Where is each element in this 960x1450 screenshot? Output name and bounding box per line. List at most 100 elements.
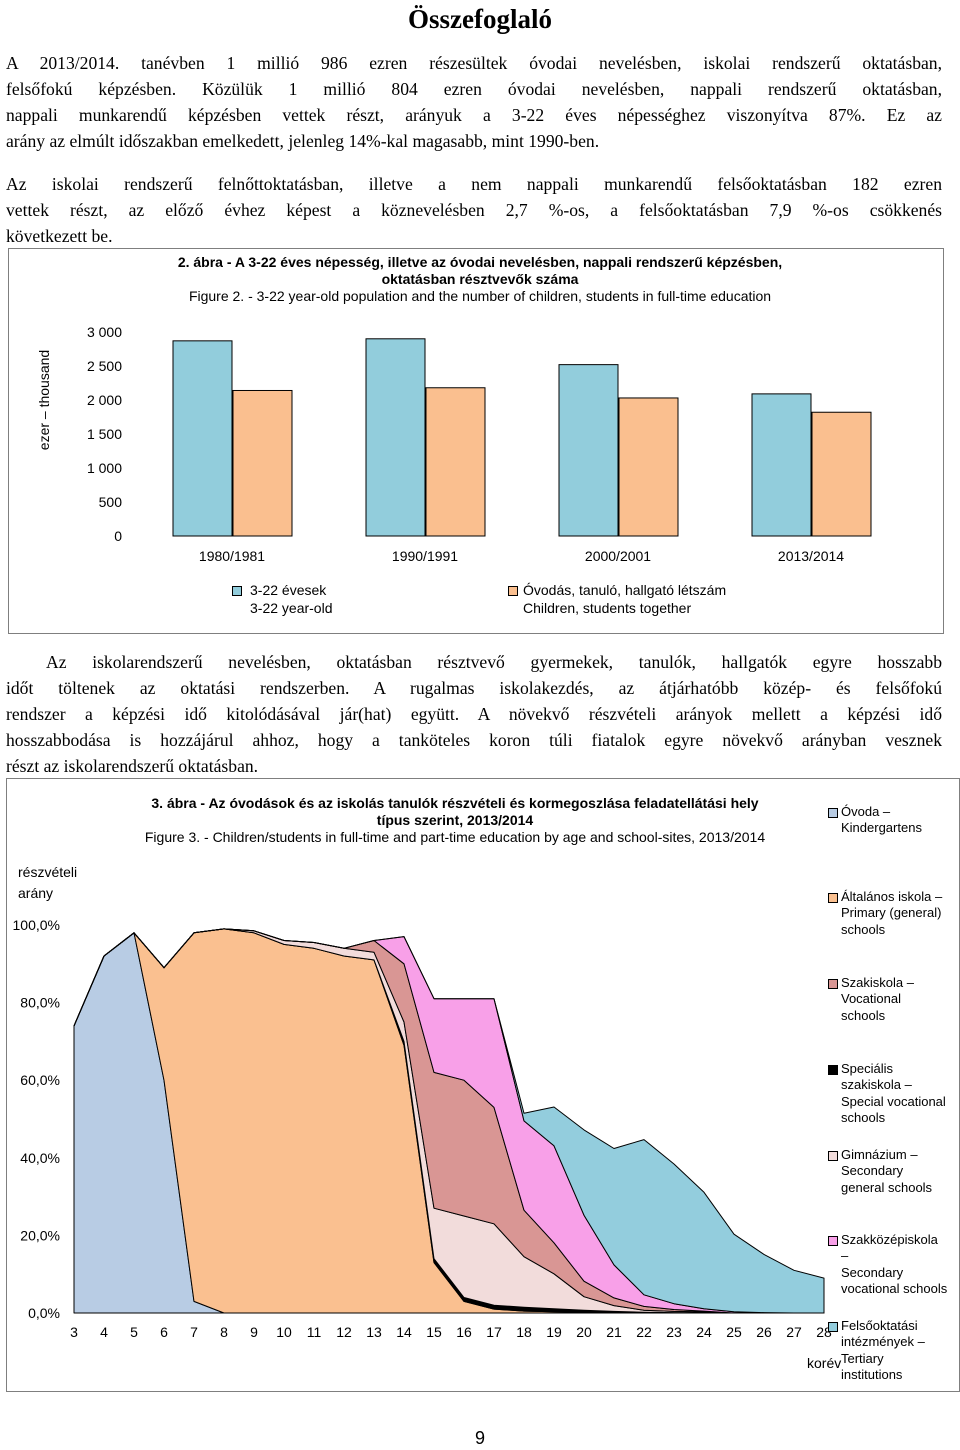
- y-label-line: arány: [18, 885, 54, 901]
- x-tick-label: 8: [220, 1324, 228, 1340]
- y-axis-label: ezer – thousand: [36, 350, 52, 450]
- x-tick-label: 3: [70, 1324, 78, 1340]
- legend-item: Felsőoktatási intézmények – Tertiary instit…: [841, 1318, 925, 1384]
- bar: [425, 387, 486, 537]
- bar: [751, 393, 812, 537]
- legend-label: Óvoda –: [841, 804, 891, 819]
- paragraph-line: hosszabbodása is hozzájárul ahhoz, hogy …: [6, 730, 942, 750]
- legend-swatch: [828, 1236, 838, 1246]
- legend-swatch: [828, 1151, 838, 1161]
- legend-label: schools: [841, 921, 886, 937]
- legend-item: Szakiskola – Vocational schools: [841, 975, 914, 1024]
- x-tick-label: 21: [606, 1324, 622, 1340]
- x-tick-label: 4: [100, 1324, 108, 1340]
- x-tick-label: 1990/1991: [392, 548, 458, 564]
- page-number: 9: [474, 1428, 485, 1448]
- page-title: Összefoglaló: [408, 4, 552, 34]
- figure-3-caption-en: Figure 3. - Children/students in full-ti…: [144, 829, 766, 845]
- legend-label: –: [841, 1248, 849, 1264]
- paragraph-line: Az iskolai rendszerű felnőttoktatásban, …: [6, 174, 942, 194]
- x-tick-label: 18: [516, 1324, 532, 1340]
- legend-item: Szakközépiskola – Secondary vocational scho…: [841, 1232, 947, 1298]
- legend-label: Gimnázium –: [841, 1147, 918, 1162]
- legend-label: Secondary: [841, 1163, 904, 1179]
- legend-label: Special vocational: [841, 1093, 946, 1109]
- legend-item: Gimnázium – Secondary general schools: [841, 1147, 932, 1196]
- paragraph-line: vettek részt, az előző évhez képest a kö…: [6, 200, 942, 220]
- legend-label: general schools: [841, 1179, 933, 1195]
- legend-label: Vocational: [841, 991, 901, 1007]
- y-tick-label: 1 000: [87, 460, 122, 476]
- legend-label: Primary (general): [841, 905, 942, 921]
- legend-label: Szakiskola –: [841, 975, 914, 990]
- x-tick-label: 11: [307, 1324, 322, 1340]
- x-tick-label: 6: [160, 1324, 168, 1340]
- y-tick-label: 2 000: [87, 392, 122, 408]
- figure-2-caption-hu-2: oktatásban résztvevők száma: [381, 271, 579, 287]
- x-tick-label: 25: [726, 1324, 742, 1340]
- x-tick-label: 10: [276, 1324, 292, 1340]
- figure-3-caption-hu-1: 3. ábra - Az óvodások és az iskolás tanu…: [151, 795, 759, 811]
- y-tick-label: 0: [114, 528, 122, 544]
- x-tick-label: 7: [190, 1324, 198, 1340]
- paragraph-line: A 2013/2014. tanévben 1 millió 986 ezren…: [6, 53, 942, 73]
- x-tick-label: 22: [636, 1324, 652, 1340]
- legend-label: Tertiary: [841, 1350, 884, 1366]
- legend-item: Óvoda – Kindergartens: [841, 804, 922, 837]
- paragraph-line: arány az elmúlt időszakban emelkedett, j…: [6, 131, 600, 151]
- x-tick-label: 17: [486, 1324, 502, 1340]
- legend-label: Óvodás, tanuló, hallgató létszám: [523, 582, 727, 598]
- legend-label: 3-22 évesek: [250, 582, 327, 598]
- bar: [618, 397, 679, 537]
- x-tick-label: 2013/2014: [778, 548, 844, 564]
- legend-swatch: [828, 1065, 838, 1075]
- x-axis-label: korév: [807, 1355, 841, 1371]
- figure-2-frame: [8, 248, 944, 634]
- x-tick-label: 20: [576, 1324, 592, 1340]
- x-tick-label: 2000/2001: [585, 548, 651, 564]
- y-tick-label: 100,0%: [13, 917, 60, 933]
- y-tick-label: 2 500: [87, 358, 122, 374]
- legend-label: schools: [841, 1110, 886, 1126]
- figure-3-caption: 3. ábra - Az óvodások és az iskolás tanu…: [90, 795, 820, 846]
- legend-item: Általános iskola – Primary (general) schoo…: [841, 889, 942, 938]
- bar: [811, 411, 872, 537]
- bar: [172, 340, 233, 537]
- paragraph-line: részt az iskolarendszerű oktatásban.: [6, 756, 259, 776]
- x-tick-label: 12: [336, 1324, 352, 1340]
- figure-3-chart: 0,0% 20,0% 40,0% 60,0% 80,0% 100,0% 3 4 5 6 7 8 9 10…: [13, 917, 842, 1371]
- x-tick-label: 23: [666, 1324, 682, 1340]
- paragraph-line: nappali munkarendű képzésben vettek rész…: [6, 105, 942, 125]
- legend-label: institutions: [841, 1367, 903, 1383]
- legend-label: vocational schools: [841, 1281, 948, 1297]
- y-tick-label: 80,0%: [20, 995, 60, 1011]
- legend-label: 3-22 year-old: [250, 600, 333, 616]
- legend-swatch: [828, 893, 838, 903]
- bar: [365, 338, 426, 537]
- legend-label: Szakközépiskola: [841, 1232, 938, 1247]
- bar: [232, 389, 293, 537]
- legend-item-population: 3-22 évesek 3-22 year-old: [250, 581, 333, 617]
- y-tick-label: 1 500: [87, 426, 122, 442]
- figure-3-caption-hu-2: típus szerint, 2013/2014: [376, 812, 534, 828]
- bar: [558, 364, 619, 537]
- y-label-line: részvételi: [18, 864, 78, 880]
- x-tick-label: 19: [546, 1324, 562, 1340]
- legend-swatch: [828, 808, 838, 818]
- paragraph-line: felsőfokú képzésben. Közülük 1 millió 80…: [6, 79, 942, 99]
- legend-item-students: Óvodás, tanuló, hallgató létszám Childre…: [523, 581, 726, 617]
- x-tick-label: 1980/1981: [199, 548, 265, 564]
- legend-label: Kindergartens: [841, 820, 922, 836]
- legend-item: Speciális szakiskola – Special vocational s…: [841, 1061, 946, 1127]
- y-tick-label: 40,0%: [20, 1150, 60, 1166]
- x-tick-label: 14: [396, 1324, 412, 1340]
- paragraph-1: A 2013/2014. tanévben 1 millió 986 ezren…: [6, 50, 942, 154]
- x-tick-label: 27: [786, 1324, 802, 1340]
- figure-2-caption: 2. ábra - A 3-22 éves népesség, illetve …: [100, 254, 860, 305]
- x-tick-label: 5: [130, 1324, 138, 1340]
- area-series: [73, 928, 825, 1314]
- x-tick-label: 24: [696, 1324, 712, 1340]
- paragraph-3: Az iskolarendszerű nevelésben, oktatásba…: [6, 649, 942, 779]
- legend-label: szakiskola –: [841, 1077, 912, 1093]
- figure-2-chart: 0 500 1 000 1 500 2 000 2 500 3 000 1980/1981 1…: [36, 324, 872, 564]
